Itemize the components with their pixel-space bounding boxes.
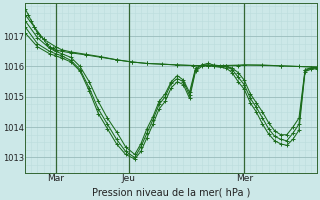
X-axis label: Pression niveau de la mer( hPa ): Pression niveau de la mer( hPa ) bbox=[92, 187, 251, 197]
